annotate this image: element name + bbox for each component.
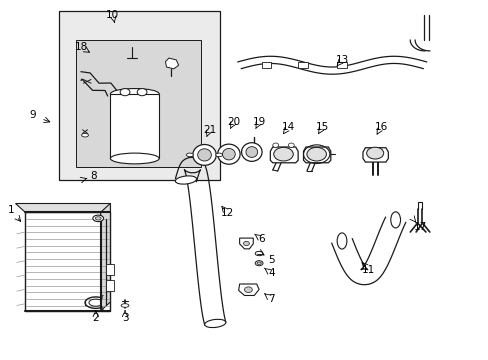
Text: 19: 19 bbox=[252, 117, 265, 127]
Polygon shape bbox=[270, 147, 298, 163]
Ellipse shape bbox=[245, 147, 257, 157]
Bar bbox=[105, 264, 114, 275]
Bar bbox=[76, 40, 200, 167]
Ellipse shape bbox=[390, 212, 400, 228]
Text: 2: 2 bbox=[92, 313, 99, 323]
Bar bbox=[261, 62, 271, 68]
Ellipse shape bbox=[137, 89, 147, 96]
Ellipse shape bbox=[110, 89, 159, 99]
Text: 12: 12 bbox=[221, 208, 234, 218]
Ellipse shape bbox=[217, 144, 240, 164]
Ellipse shape bbox=[306, 147, 326, 161]
Ellipse shape bbox=[93, 215, 103, 222]
Ellipse shape bbox=[204, 319, 225, 328]
Ellipse shape bbox=[81, 134, 88, 137]
Text: 13: 13 bbox=[335, 55, 348, 65]
Text: 15: 15 bbox=[315, 122, 328, 132]
Circle shape bbox=[288, 143, 294, 147]
Text: 9: 9 bbox=[29, 111, 36, 121]
Text: 8: 8 bbox=[90, 171, 97, 181]
Text: 14: 14 bbox=[281, 122, 294, 132]
Polygon shape bbox=[15, 203, 110, 212]
Polygon shape bbox=[238, 284, 259, 296]
Ellipse shape bbox=[175, 176, 196, 184]
Ellipse shape bbox=[366, 147, 383, 159]
Ellipse shape bbox=[256, 262, 261, 265]
Text: 11: 11 bbox=[362, 265, 375, 275]
Polygon shape bbox=[239, 238, 253, 249]
Text: 16: 16 bbox=[374, 122, 387, 132]
Text: 4: 4 bbox=[267, 268, 274, 278]
Text: 3: 3 bbox=[122, 313, 128, 323]
Ellipse shape bbox=[120, 89, 130, 96]
Bar bbox=[105, 280, 114, 291]
Circle shape bbox=[272, 143, 278, 147]
Polygon shape bbox=[101, 203, 110, 311]
Ellipse shape bbox=[121, 304, 129, 307]
Ellipse shape bbox=[273, 147, 293, 161]
Polygon shape bbox=[303, 147, 330, 163]
Polygon shape bbox=[362, 148, 387, 162]
Text: 7: 7 bbox=[267, 294, 274, 304]
Text: 20: 20 bbox=[227, 117, 240, 127]
Ellipse shape bbox=[110, 153, 159, 164]
Ellipse shape bbox=[255, 251, 263, 256]
Ellipse shape bbox=[241, 143, 262, 161]
Ellipse shape bbox=[336, 233, 346, 249]
Circle shape bbox=[243, 241, 249, 246]
Text: 1: 1 bbox=[8, 206, 15, 216]
Circle shape bbox=[244, 287, 252, 293]
Bar bbox=[298, 62, 307, 68]
Bar bbox=[336, 62, 346, 68]
Polygon shape bbox=[165, 58, 178, 69]
Bar bbox=[25, 212, 110, 311]
Text: 10: 10 bbox=[106, 10, 119, 20]
Ellipse shape bbox=[255, 261, 263, 266]
Ellipse shape bbox=[197, 149, 211, 161]
Bar bbox=[59, 12, 220, 180]
Bar bbox=[110, 94, 159, 158]
Text: 18: 18 bbox=[74, 42, 87, 52]
Text: 17: 17 bbox=[412, 222, 426, 232]
Ellipse shape bbox=[222, 148, 235, 160]
Text: 5: 5 bbox=[267, 255, 274, 265]
Ellipse shape bbox=[192, 144, 216, 165]
Ellipse shape bbox=[186, 153, 193, 157]
Ellipse shape bbox=[215, 153, 222, 157]
Ellipse shape bbox=[95, 217, 101, 220]
Text: 6: 6 bbox=[258, 234, 264, 244]
Text: 21: 21 bbox=[203, 125, 216, 135]
